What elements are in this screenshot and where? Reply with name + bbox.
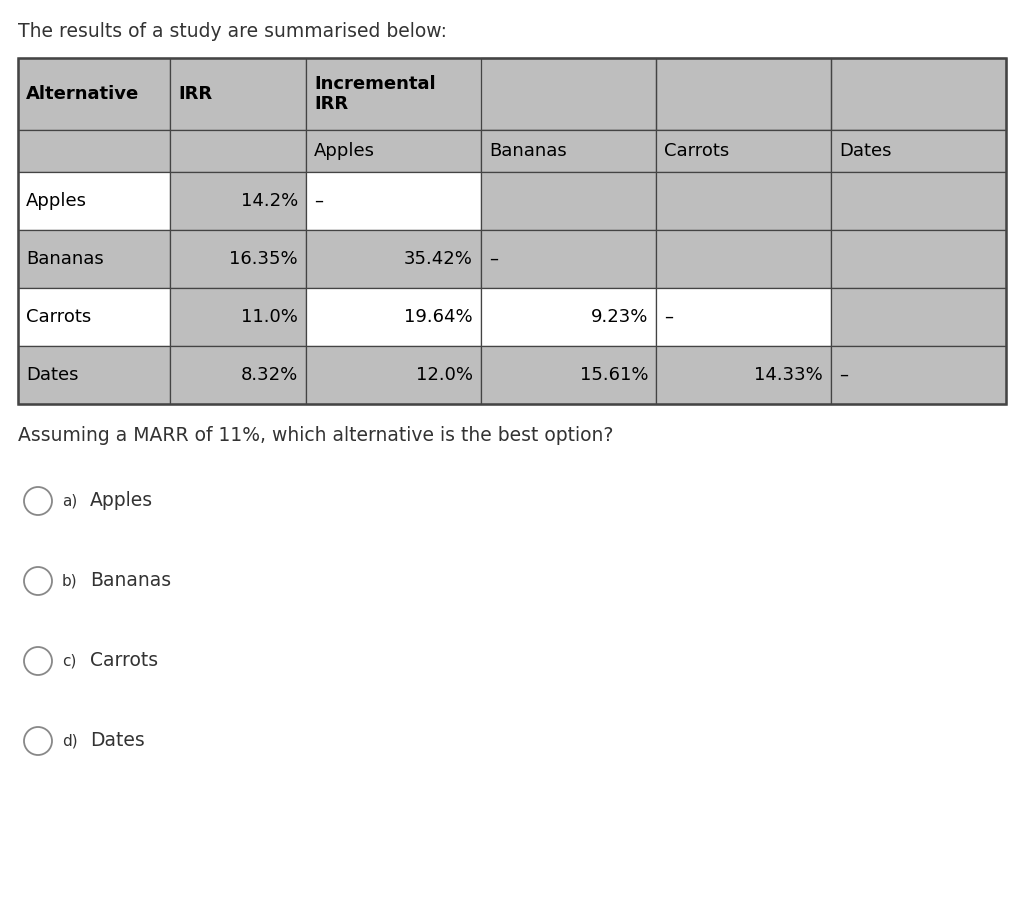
Bar	[481, 172, 656, 230]
Bar	[18, 288, 170, 346]
Bar	[656, 230, 831, 288]
Bar	[656, 130, 831, 172]
Bar	[481, 288, 656, 346]
Bar	[170, 288, 306, 346]
Bar	[831, 288, 1006, 346]
Text: Dates: Dates	[26, 366, 79, 384]
Bar	[18, 230, 170, 288]
Text: d): d)	[62, 734, 78, 749]
Text: Alternative: Alternative	[26, 85, 139, 103]
Bar	[306, 346, 481, 404]
Text: 11.0%: 11.0%	[242, 308, 298, 326]
Bar	[170, 130, 306, 172]
Text: 14.33%: 14.33%	[755, 366, 823, 384]
Bar	[481, 130, 656, 172]
Text: c): c)	[62, 654, 77, 669]
Bar	[831, 230, 1006, 288]
Bar	[170, 58, 306, 130]
Text: –: –	[664, 308, 673, 326]
Text: Bananas: Bananas	[489, 142, 566, 160]
Bar	[831, 58, 1006, 130]
Text: a): a)	[62, 494, 77, 509]
Bar	[18, 58, 1006, 404]
Bar	[656, 346, 831, 404]
Bar	[306, 172, 481, 230]
Text: Apples: Apples	[26, 192, 87, 210]
Bar	[481, 230, 656, 288]
Bar	[170, 172, 306, 230]
Text: Apples: Apples	[90, 492, 154, 511]
Bar	[656, 172, 831, 230]
Bar	[306, 130, 481, 172]
Bar	[306, 230, 481, 288]
Text: Incremental
IRR: Incremental IRR	[314, 75, 435, 113]
Bar	[306, 288, 481, 346]
Text: 12.0%: 12.0%	[416, 366, 473, 384]
Bar	[306, 58, 1006, 130]
Bar	[18, 58, 170, 130]
Text: Assuming a MARR of 11%, which alternative is the best option?: Assuming a MARR of 11%, which alternativ…	[18, 426, 613, 445]
Text: Bananas: Bananas	[26, 250, 103, 268]
Text: –: –	[314, 192, 323, 210]
Bar	[831, 130, 1006, 172]
Text: The results of a study are summarised below:: The results of a study are summarised be…	[18, 22, 447, 41]
Text: Carrots: Carrots	[26, 308, 91, 326]
Text: b): b)	[62, 574, 78, 589]
Text: 9.23%: 9.23%	[591, 308, 648, 326]
Bar	[481, 346, 656, 404]
Text: 14.2%: 14.2%	[241, 192, 298, 210]
Text: 15.61%: 15.61%	[580, 366, 648, 384]
Text: 16.35%: 16.35%	[229, 250, 298, 268]
Text: 8.32%: 8.32%	[241, 366, 298, 384]
Text: –: –	[839, 366, 848, 384]
Text: Dates: Dates	[90, 731, 144, 750]
Bar	[831, 346, 1006, 404]
Text: –: –	[489, 250, 498, 268]
Bar	[18, 172, 170, 230]
Text: IRR: IRR	[178, 85, 213, 103]
Bar	[18, 130, 170, 172]
Bar	[656, 58, 831, 130]
Text: Bananas: Bananas	[90, 571, 171, 590]
Text: Apples: Apples	[314, 142, 375, 160]
Bar	[831, 172, 1006, 230]
Text: 19.64%: 19.64%	[404, 308, 473, 326]
Bar	[170, 230, 306, 288]
Bar	[170, 346, 306, 404]
Text: Carrots: Carrots	[664, 142, 729, 160]
Bar	[656, 288, 831, 346]
Text: Carrots: Carrots	[90, 652, 158, 671]
Bar	[481, 58, 656, 130]
Bar	[18, 346, 170, 404]
Text: Dates: Dates	[839, 142, 892, 160]
Text: 35.42%: 35.42%	[404, 250, 473, 268]
